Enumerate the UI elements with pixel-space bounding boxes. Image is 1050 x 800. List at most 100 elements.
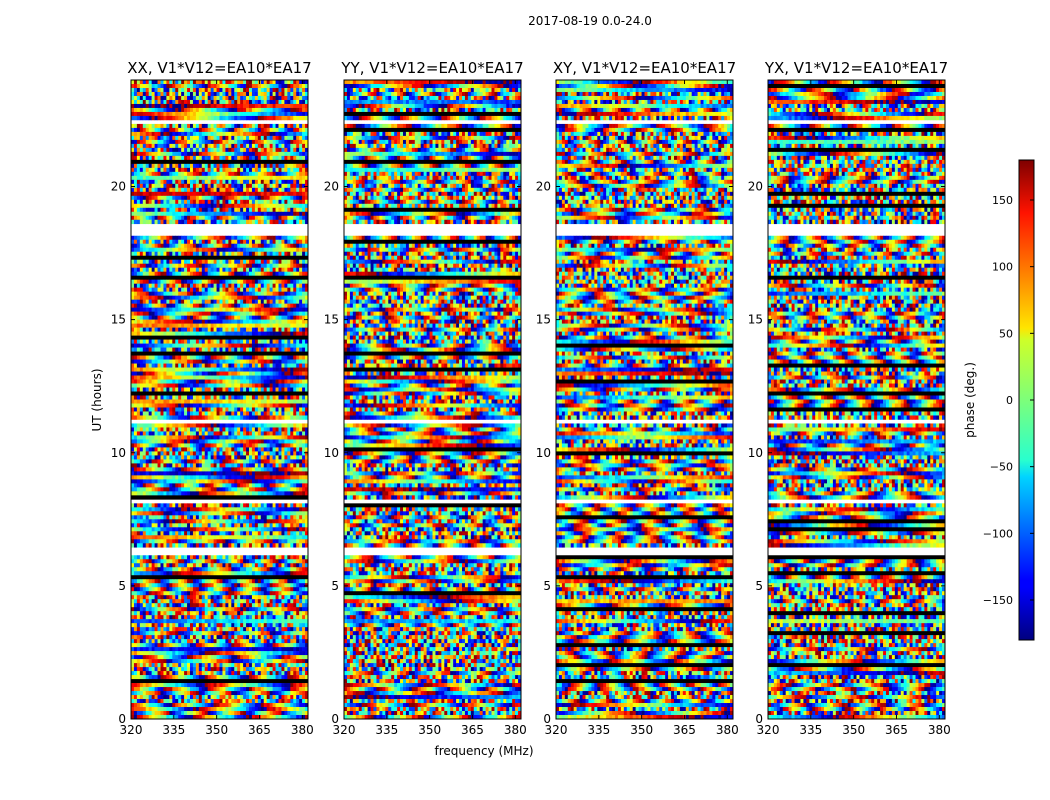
phase-cell (131, 395, 135, 400)
phase-cell (181, 343, 185, 348)
phase-cell (163, 447, 167, 452)
phase-cell (151, 283, 155, 288)
phase-cell (251, 111, 256, 117)
phase-cell (293, 115, 297, 121)
phase-cell (290, 191, 294, 197)
phase-cell (237, 175, 241, 181)
phase-cell (254, 91, 259, 97)
phase-cell (190, 379, 194, 384)
phase-cell (133, 431, 138, 436)
phase-cell (181, 259, 185, 265)
phase-cell (278, 219, 282, 225)
phase-cell (284, 435, 288, 440)
phase-cell (269, 215, 273, 221)
phase-cell (263, 435, 267, 440)
phase-cell (260, 427, 265, 432)
phase-cell (184, 203, 188, 209)
phase-cell (281, 379, 285, 384)
phase-cell (131, 447, 135, 452)
phase-cell (290, 411, 294, 416)
phase-cell (234, 175, 238, 181)
phase-cell (204, 147, 208, 153)
phase-cell (204, 399, 208, 404)
phase-cell (213, 271, 217, 276)
phase-cell (154, 83, 158, 89)
phase-cell (139, 307, 144, 312)
phase-cell (148, 107, 152, 113)
phase-cell (178, 155, 182, 161)
phase-cell (269, 283, 273, 288)
phase-cell (190, 399, 194, 404)
phase-cell (210, 247, 214, 253)
phase-cell (293, 111, 297, 117)
phase-cell (192, 319, 197, 324)
phase-cell (284, 215, 288, 221)
phase-cell (293, 383, 297, 388)
phase-cell (305, 123, 308, 129)
phase-cell (246, 331, 250, 336)
phase-cell (195, 363, 200, 368)
phase-cell (160, 359, 164, 364)
phase-cell (287, 283, 291, 288)
phase-cell (219, 163, 223, 169)
phase-cell (151, 395, 155, 400)
phase-cell (254, 155, 259, 161)
phase-cell (216, 87, 220, 93)
phase-cell (216, 387, 220, 392)
phase-cell (231, 395, 235, 400)
phase-cell (293, 131, 297, 137)
phase-cell (166, 319, 170, 324)
phase-cell (213, 439, 217, 444)
phase-cell (278, 311, 282, 316)
phase-cell (131, 375, 135, 380)
phase-cell (278, 163, 282, 169)
phase-cell (240, 139, 244, 145)
phase-cell (254, 123, 259, 129)
phase-cell (228, 431, 232, 436)
phase-cell (195, 407, 200, 412)
phase-cell (246, 323, 250, 328)
phase-cell (133, 423, 138, 428)
phase-cell (249, 139, 253, 145)
phase-cell (131, 155, 135, 161)
phase-cell (216, 211, 220, 217)
phase-cell (133, 115, 138, 121)
phase-cell (278, 415, 282, 420)
phase-cell (225, 331, 229, 336)
phase-cell (263, 303, 267, 308)
phase-cell (154, 363, 158, 368)
phase-cell (240, 111, 244, 117)
phase-cell (139, 91, 144, 97)
phase-cell (225, 307, 229, 312)
phase-cell (284, 411, 288, 416)
phase-cell (163, 411, 167, 416)
phase-cell (151, 243, 155, 249)
phase-cell (151, 187, 155, 193)
phase-cell (142, 435, 147, 440)
phase-cell (243, 371, 247, 376)
phase-cell (136, 323, 141, 328)
phase-cell (305, 111, 308, 117)
phase-cell (290, 107, 294, 113)
phase-cell (249, 87, 253, 93)
phase-cell (195, 199, 200, 205)
phase-cell (192, 111, 197, 117)
phase-cell (254, 295, 259, 300)
phase-cell (305, 443, 308, 448)
phase-cell (269, 339, 273, 344)
phase-cell (251, 371, 256, 376)
phase-cell (249, 363, 253, 368)
phase-cell (305, 311, 308, 316)
phase-cell (249, 311, 253, 316)
phase-cell (216, 411, 220, 416)
phase-cell (166, 191, 170, 197)
phase-cell (187, 179, 191, 185)
phase-cell (222, 83, 226, 89)
phase-cell (243, 155, 247, 161)
phase-cell (133, 203, 138, 209)
phase-cell (181, 331, 185, 336)
phase-cell (237, 235, 241, 241)
phase-cell (287, 127, 291, 133)
phase-cell (145, 359, 149, 364)
phase-cell (260, 431, 265, 436)
